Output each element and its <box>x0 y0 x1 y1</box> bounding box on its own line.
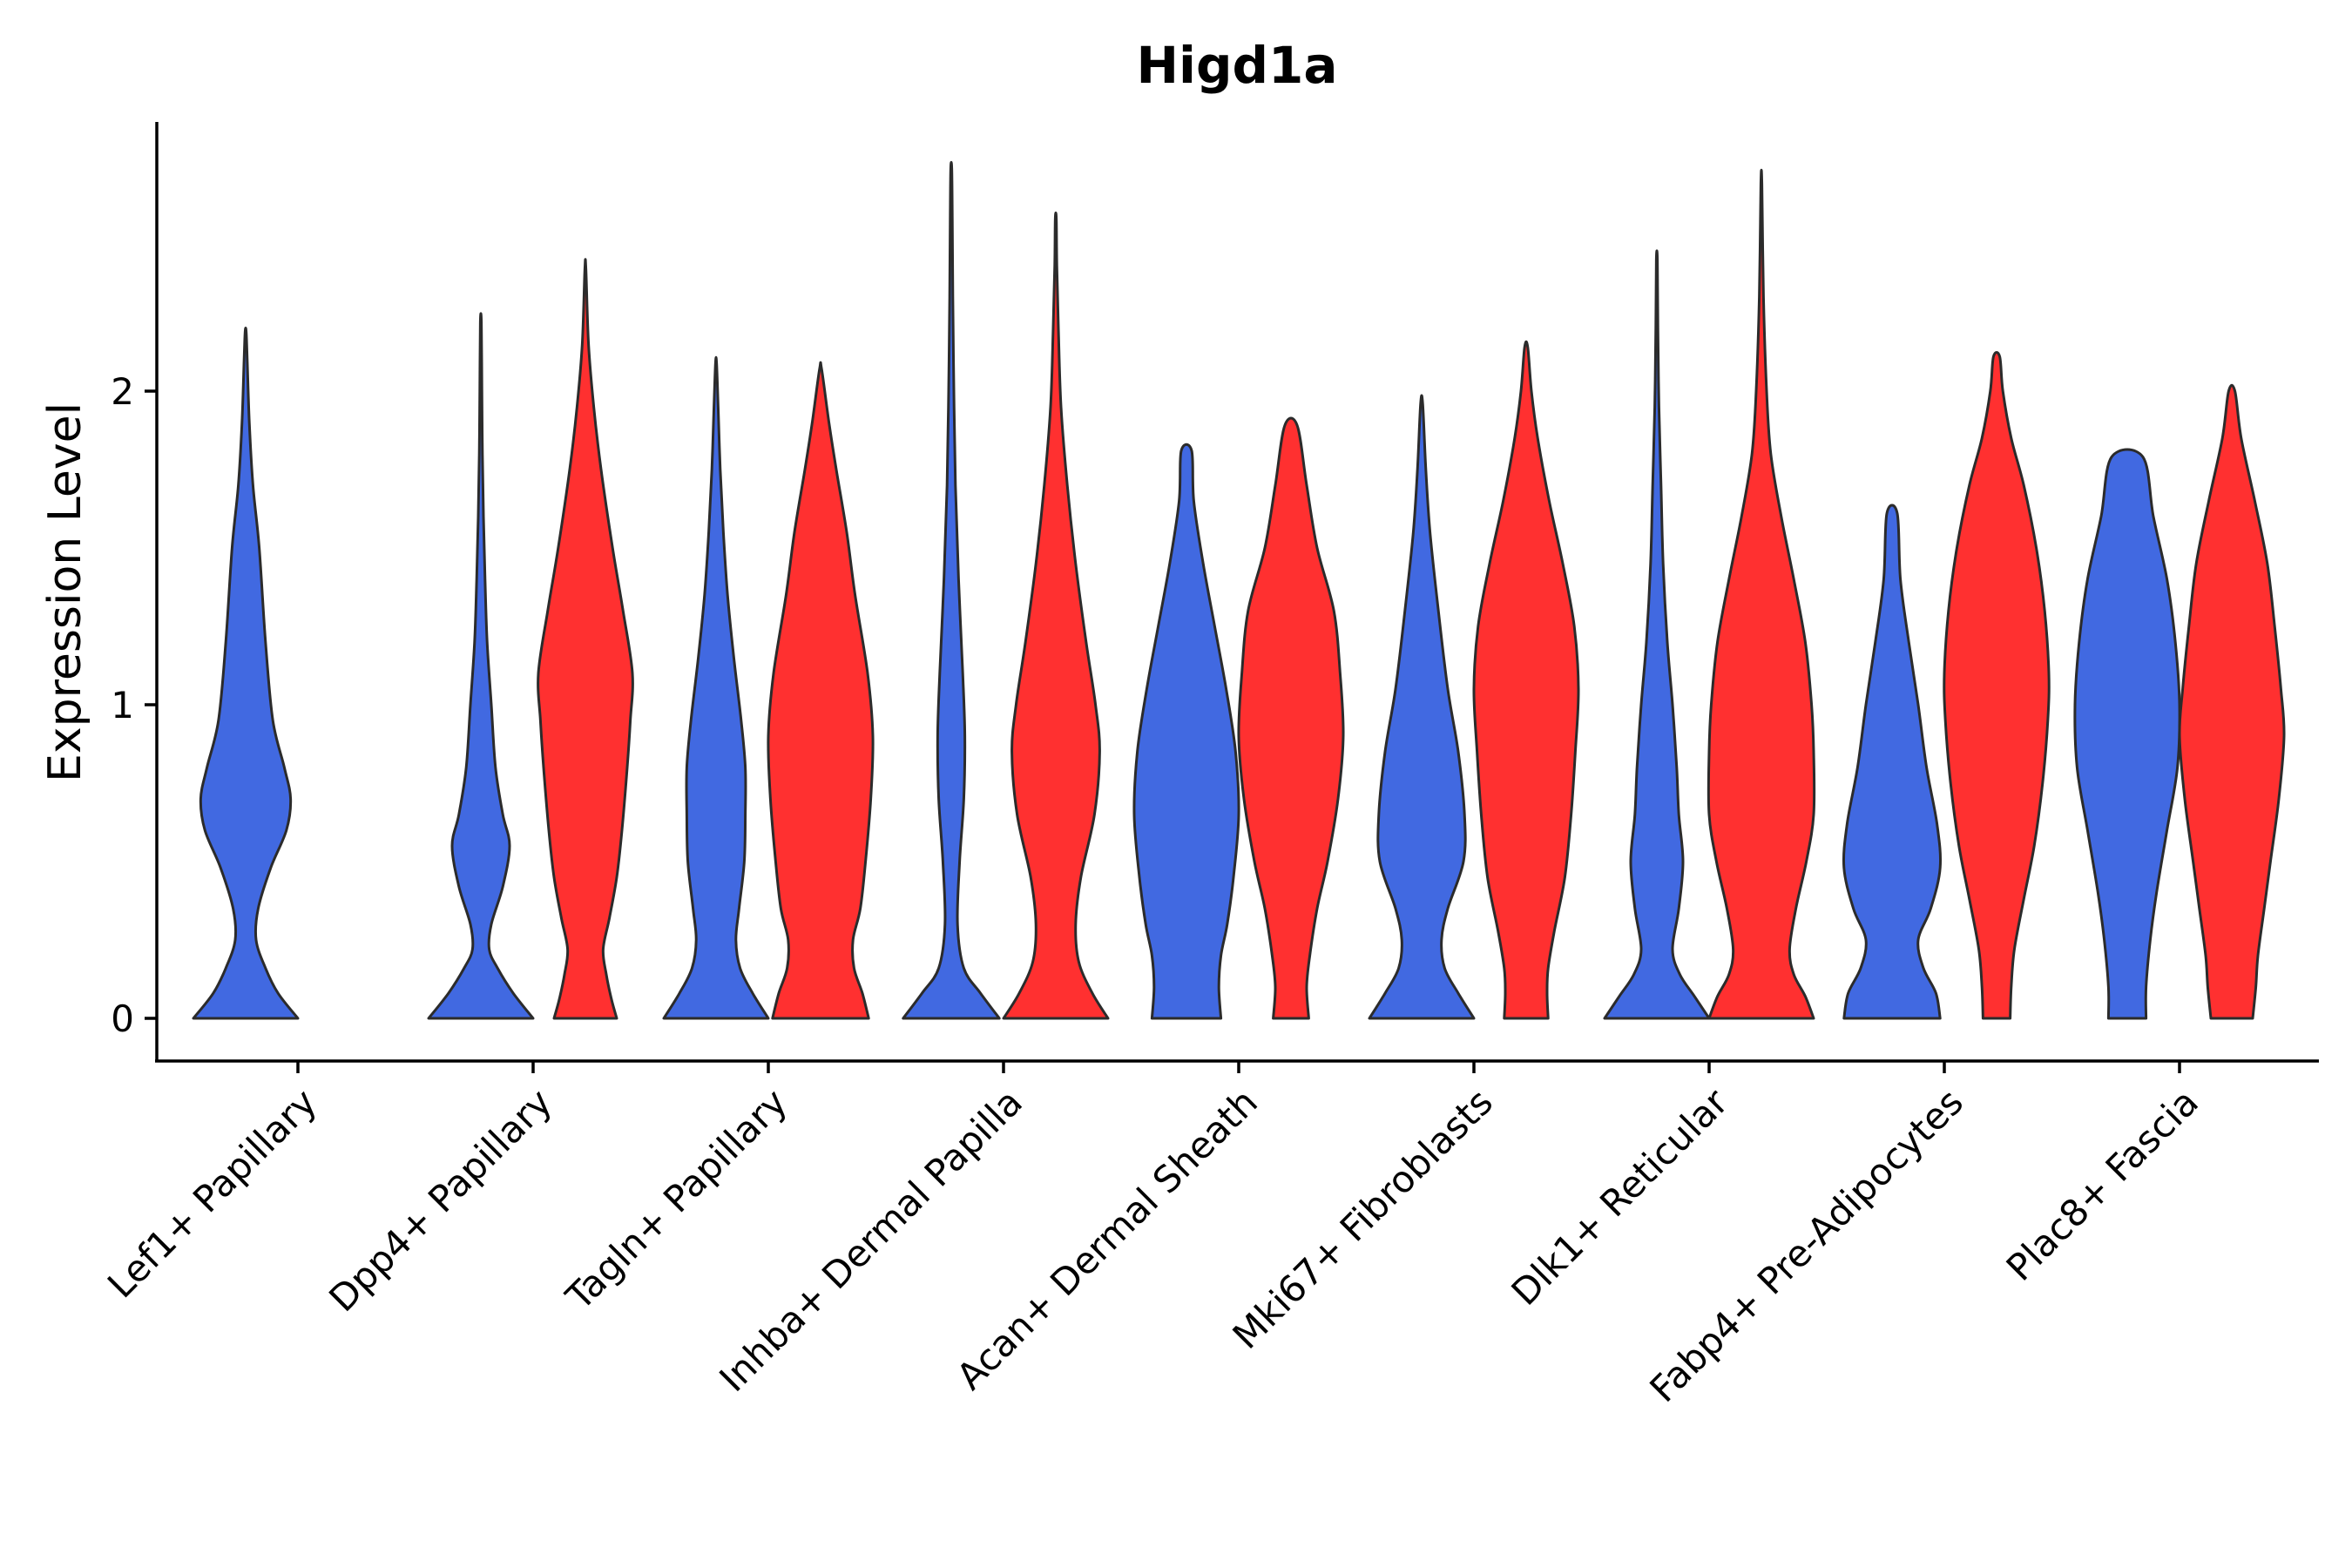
x-tick-label: Lef1+ Papillary <box>99 1080 325 1306</box>
violin-group_1-7 <box>1603 249 1711 1020</box>
x-tick-label: Tagln+ Papillary <box>558 1080 795 1318</box>
chart-title: Higd1a <box>1137 36 1338 95</box>
x-tick-label: Dpp4+ Papillary <box>321 1080 560 1320</box>
x-tick-label: Dlk1+ Reticular <box>1504 1080 1737 1314</box>
violin-group_2-8 <box>1943 351 2051 1020</box>
violin-group_1-2 <box>427 312 535 1020</box>
violin-group_2-4 <box>1002 211 1110 1020</box>
violin-group_1-5 <box>1132 443 1240 1020</box>
y-tick-label: 1 <box>111 684 134 727</box>
y-tick-label: 0 <box>111 997 134 1040</box>
violin-group_2-2 <box>537 258 634 1020</box>
violin-group_1-3 <box>662 355 770 1020</box>
violins-group <box>192 160 2286 1020</box>
violin-group_2-3 <box>767 361 875 1020</box>
y-axis-label: Expression Level <box>39 402 91 782</box>
violin-group_2-9 <box>2178 383 2286 1020</box>
violin-group_2-7 <box>1707 168 1816 1020</box>
violin-group_1-4 <box>902 160 1001 1020</box>
y-ticks-group: 0 1 2 <box>111 370 157 1040</box>
violin-group_1-9 <box>2073 448 2181 1020</box>
violin-group_1-8 <box>1842 504 1943 1020</box>
violin-group_2-5 <box>1237 416 1345 1020</box>
violin-group_1-1 <box>192 327 300 1020</box>
violin-group_1-6 <box>1368 394 1476 1020</box>
x-tick-label: Plac8+ Fascia <box>1998 1080 2207 1288</box>
y-tick-label: 2 <box>111 370 134 413</box>
x-tick-label: Mki67+ Fibroblasts <box>1225 1080 1501 1356</box>
violin-group_2-6 <box>1472 340 1580 1020</box>
